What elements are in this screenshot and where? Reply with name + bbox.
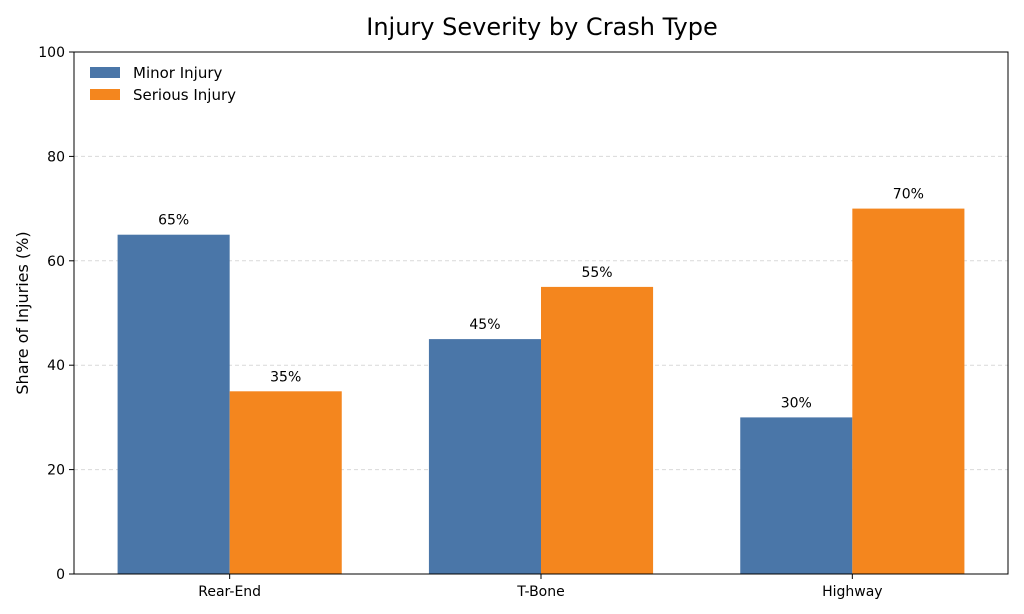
legend-label-serious-injury: Serious Injury (133, 86, 236, 104)
legend-swatch-minor-injury (90, 67, 120, 78)
bar-minor-injury (428, 339, 541, 574)
y-axis-label: Share of Injuries (%) (13, 231, 32, 394)
data-label: 55% (581, 265, 612, 281)
legend: Minor Injury Serious Injury (84, 62, 254, 110)
bar-serious-injury (852, 208, 965, 574)
data-label: 70% (893, 187, 924, 203)
data-label: 45% (469, 317, 500, 333)
x-tick-label: Highway (822, 584, 883, 600)
data-label: 30% (781, 395, 812, 411)
y-tick-label: 80 (47, 149, 65, 165)
legend-swatch-serious-injury (90, 89, 120, 100)
y-tick-label: 40 (47, 358, 65, 374)
y-tick-label: 0 (56, 567, 65, 583)
bar-minor-injury (740, 417, 853, 574)
bar-serious-injury (541, 286, 654, 574)
data-labels: 65% 35% 45% 55% 30% 70% (158, 187, 924, 412)
y-tick-label: 100 (38, 45, 65, 61)
data-label: 35% (270, 369, 301, 385)
y-tick-label: 60 (47, 254, 65, 270)
y-tick-label: 20 (47, 463, 65, 479)
x-tick-label: T-Bone (516, 584, 564, 600)
x-tick-label: Rear-End (198, 584, 261, 600)
bar-serious-injury (229, 391, 342, 574)
chart-title: Injury Severity by Crash Type (366, 13, 717, 41)
bar-minor-injury (117, 234, 230, 574)
legend-label-minor-injury: Minor Injury (133, 64, 223, 82)
axis-ticks: 0 20 40 60 80 100 Rear-End T-Bone Highway (38, 45, 882, 600)
bars (117, 208, 965, 574)
data-label: 65% (158, 213, 189, 229)
